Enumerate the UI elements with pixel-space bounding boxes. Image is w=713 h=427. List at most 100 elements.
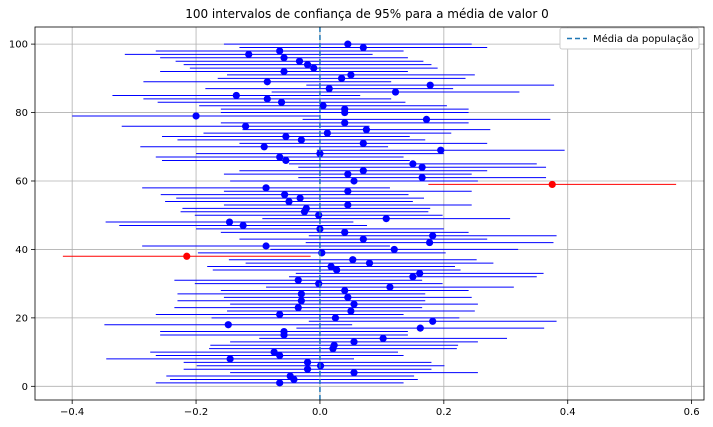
interval-mean-point [338, 74, 346, 82]
interval-mean-point [260, 143, 268, 151]
interval-mean-point [262, 242, 270, 250]
interval-mean-point [315, 280, 323, 288]
interval-mean-point [331, 314, 340, 322]
plot-area: −0.4 −0.2 0.0 0.2 0.4 0.6 0 20 40 60 80 100 [9, 26, 705, 418]
x-tick-label: −0.2 [184, 407, 208, 418]
interval-mean-point [344, 170, 352, 178]
interval-mean-point [391, 88, 400, 96]
interval-mean-point [276, 379, 284, 387]
y-tick-label: 20 [15, 313, 28, 324]
chart-title: 100 intervalos de confiança de 95% para … [185, 7, 549, 21]
interval-mean-point [263, 78, 271, 86]
interval-mean-point [409, 160, 417, 168]
interval-mean-point [350, 177, 358, 185]
interval-mean-point [359, 167, 367, 175]
interval-mean-point [341, 105, 349, 113]
interval-mean-point [347, 307, 355, 315]
interval-mean-point [333, 266, 341, 274]
interval-mean-point [416, 324, 424, 332]
interval-mean-point [425, 238, 434, 247]
interval-mean-point [362, 126, 371, 134]
interval-mean-point [225, 218, 234, 226]
interval-mean-point [365, 259, 374, 267]
interval-mean-point [276, 47, 284, 55]
interval-mean-point [280, 54, 288, 62]
interval-mean-point [341, 119, 349, 127]
legend-box [559, 27, 700, 50]
interval-mean-point [294, 276, 302, 284]
interval-mean-point [349, 256, 357, 264]
x-tick-label: 0.6 [684, 407, 700, 418]
interval-mean-point [344, 40, 352, 48]
interval-mean-point [315, 211, 323, 219]
legend-label: Média da população [593, 33, 694, 45]
axes-frame [34, 26, 705, 401]
interval-mean-point [245, 50, 253, 58]
y-tick-label: 80 [15, 108, 28, 119]
interval-mean-point [319, 102, 327, 110]
interval-mean-point [276, 310, 284, 319]
interval-mean-point [429, 232, 437, 240]
interval-mean-point [341, 286, 349, 295]
interval-mean-point [303, 61, 312, 69]
interval-mean-point [242, 122, 250, 130]
interval-mean-point [379, 334, 387, 343]
interval-mean-point [226, 355, 234, 363]
interval-mean-point [302, 204, 310, 212]
interval-mean-point [409, 273, 417, 281]
interval-mean-point [262, 184, 270, 192]
interval-mean-point [344, 187, 352, 195]
interval-mean-point [390, 245, 398, 254]
y-tick-label: 100 [9, 40, 28, 51]
interval-mean-point [286, 372, 294, 380]
x-tick-label: 0.0 [312, 407, 328, 418]
interval-mean-point [327, 262, 335, 271]
interval-mean-point [303, 365, 312, 373]
interval-mean-point [276, 351, 284, 360]
x-tick-label: 0.4 [560, 407, 576, 418]
interval-mean-point [330, 341, 338, 349]
interval-mean-point [347, 71, 355, 79]
interval-mean-point [280, 327, 288, 336]
interval-mean-point [277, 98, 286, 106]
interval-mean-point [548, 180, 556, 189]
interval-mean-point [429, 317, 437, 325]
interval-mean-point [303, 358, 312, 366]
y-tick-label: 40 [15, 245, 28, 256]
interval-mean-point [297, 136, 305, 144]
interval-mean-point [426, 81, 434, 89]
interval-mean-point [359, 43, 367, 52]
y-tick-label: 0 [22, 382, 28, 393]
interval-mean-point [323, 129, 331, 137]
interval-mean-point [297, 297, 305, 305]
interval-mean-point [310, 64, 318, 72]
interval-mean-point [263, 95, 271, 103]
legend: Média da população [559, 27, 700, 50]
interval-mean-point [386, 283, 394, 291]
interval-mean-point [294, 304, 302, 312]
interval-mean-point [418, 163, 426, 171]
interval-mean-point [183, 252, 191, 260]
interval-mean-point [192, 112, 200, 120]
interval-mean-point [344, 201, 352, 209]
plot-background [35, 27, 704, 400]
interval-mean-point [282, 132, 290, 141]
interval-mean-point [281, 191, 289, 199]
interval-mean-point [296, 194, 304, 202]
interval-mean-point [280, 67, 288, 76]
interval-mean-point [359, 139, 367, 147]
interval-mean-point [350, 369, 358, 377]
interval-mean-point [350, 338, 358, 346]
x-tick-label: 0.2 [436, 407, 452, 418]
interval-mean-point [416, 269, 424, 277]
interval-mean-point [270, 348, 278, 356]
interval-mean-point [350, 300, 358, 308]
interval-mean-point [224, 321, 232, 329]
y-tick-label: 60 [15, 176, 28, 187]
interval-mean-point [239, 221, 247, 230]
interval-mean-point [341, 228, 349, 236]
interval-mean-point [295, 57, 304, 65]
interval-mean-point [276, 153, 284, 161]
x-tick-label: −0.4 [60, 407, 84, 418]
